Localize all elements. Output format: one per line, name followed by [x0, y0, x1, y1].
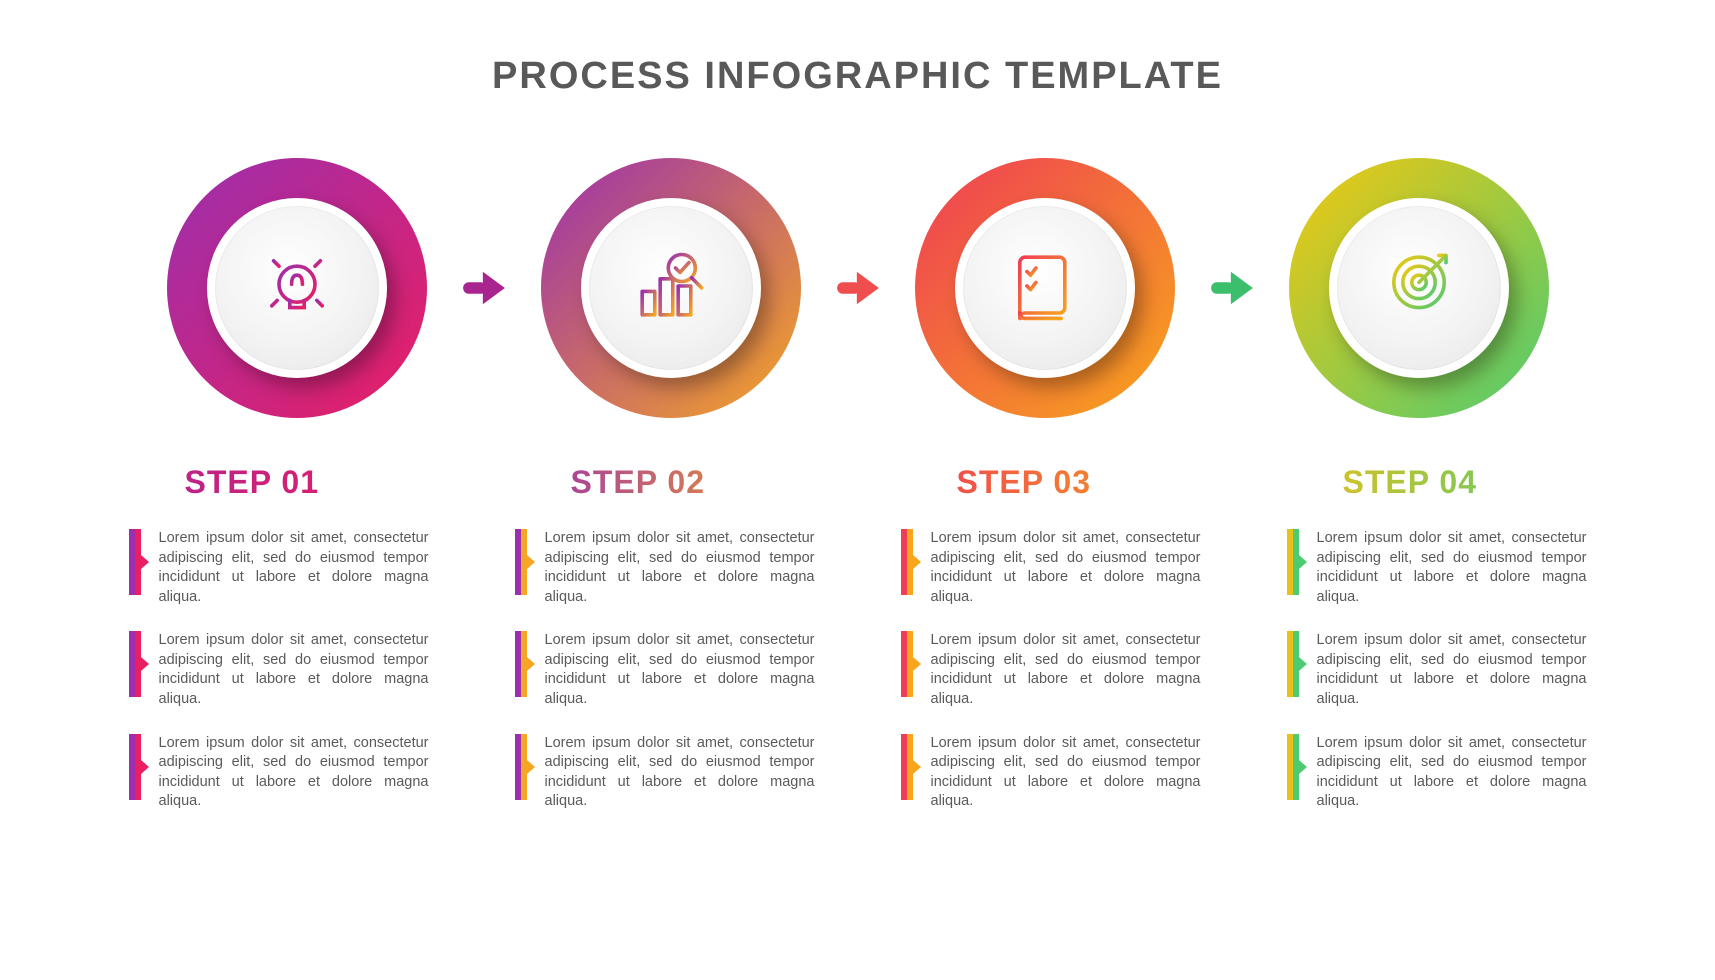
step-column: STEP 01 .bm0::after{border-left:8px soli…	[129, 464, 429, 836]
bullet-item: .bm0::after{border-left:8px solid #e91e6…	[129, 529, 429, 607]
bullet-item: .bm0::after{border-left:8px solid #e91e6…	[129, 734, 429, 812]
bullet-marker: .bm2::after{border-left:8px solid #f7a61…	[901, 734, 913, 800]
bullet-marker: .bm1::after{border-left:8px solid #f5a62…	[515, 734, 527, 800]
step-circle	[541, 158, 801, 418]
arrow-right-icon	[829, 259, 887, 317]
bullet-text: Lorem ipsum dolor sit amet, consectetur …	[1317, 631, 1587, 709]
step-column: STEP 04 .bm3::after{border-left:8px soli…	[1287, 464, 1587, 836]
step-column: STEP 02 .bm1::after{border-left:8px soli…	[515, 464, 815, 836]
bullet-item: .bm1::after{border-left:8px solid #f5a62…	[515, 734, 815, 812]
step-column: STEP 03 .bm2::after{border-left:8px soli…	[901, 464, 1201, 836]
bullet-item: .bm2::after{border-left:8px solid #f7a61…	[901, 529, 1201, 607]
step-label: STEP 04	[1287, 464, 1587, 501]
bullet-item: .bm0::after{border-left:8px solid #e91e6…	[129, 631, 429, 709]
analytics-icon	[626, 241, 716, 336]
arrow-right-icon	[455, 259, 513, 317]
bullet-marker: .bm2::after{border-left:8px solid #f7a61…	[901, 631, 913, 697]
bullet-marker: .bm1::after{border-left:8px solid #f5a62…	[515, 631, 527, 697]
bullet-marker: .bm2::after{border-left:8px solid #f7a61…	[901, 529, 913, 595]
step-inner-circle	[207, 198, 387, 378]
bullet-text: Lorem ipsum dolor sit amet, consectetur …	[159, 734, 429, 812]
bullet-text: Lorem ipsum dolor sit amet, consectetur …	[159, 529, 429, 607]
bullet-item: .bm3::after{border-left:8px solid #4ecb7…	[1287, 734, 1587, 812]
steps-row: STEP 01 .bm0::after{border-left:8px soli…	[0, 464, 1715, 836]
bullet-text: Lorem ipsum dolor sit amet, consectetur …	[545, 631, 815, 709]
bullet-marker: .bm3::after{border-left:8px solid #4ecb7…	[1287, 734, 1299, 800]
bullet-text: Lorem ipsum dolor sit amet, consectetur …	[545, 529, 815, 607]
step-label: STEP 01	[129, 464, 429, 501]
lightbulb-icon	[252, 241, 342, 336]
bullet-item: .bm1::after{border-left:8px solid #f5a62…	[515, 529, 815, 607]
bullet-text: Lorem ipsum dolor sit amet, consectetur …	[1317, 529, 1587, 607]
step-inner-circle	[581, 198, 761, 378]
bullet-text: Lorem ipsum dolor sit amet, consectetur …	[159, 631, 429, 709]
step-circle	[1289, 158, 1549, 418]
bullet-item: .bm2::after{border-left:8px solid #f7a61…	[901, 734, 1201, 812]
bullet-item: .bm3::after{border-left:8px solid #4ecb7…	[1287, 631, 1587, 709]
step-label: STEP 02	[515, 464, 815, 501]
step-inner-circle	[1329, 198, 1509, 378]
bullet-text: Lorem ipsum dolor sit amet, consectetur …	[931, 529, 1201, 607]
bullet-text: Lorem ipsum dolor sit amet, consectetur …	[931, 734, 1201, 812]
bullet-item: .bm3::after{border-left:8px solid #4ecb7…	[1287, 529, 1587, 607]
arrow-right-icon	[1203, 259, 1261, 317]
step-inner-circle	[955, 198, 1135, 378]
bullet-text: Lorem ipsum dolor sit amet, consectetur …	[931, 631, 1201, 709]
bullet-item: .bm1::after{border-left:8px solid #f5a62…	[515, 631, 815, 709]
step-circle	[167, 158, 427, 418]
bullet-text: Lorem ipsum dolor sit amet, consectetur …	[1317, 734, 1587, 812]
bullet-marker: .bm0::after{border-left:8px solid #e91e6…	[129, 529, 141, 595]
bullet-text: Lorem ipsum dolor sit amet, consectetur …	[545, 734, 815, 812]
bullet-marker: .bm3::after{border-left:8px solid #4ecb7…	[1287, 631, 1299, 697]
step-label: STEP 03	[901, 464, 1201, 501]
bullet-marker: .bm0::after{border-left:8px solid #e91e6…	[129, 631, 141, 697]
bullet-item: .bm2::after{border-left:8px solid #f7a61…	[901, 631, 1201, 709]
checklist-icon	[1000, 241, 1090, 336]
page-title: PROCESS INFOGRAPHIC TEMPLATE	[0, 0, 1715, 98]
bullet-marker: .bm0::after{border-left:8px solid #e91e6…	[129, 734, 141, 800]
bullet-marker: .bm3::after{border-left:8px solid #4ecb7…	[1287, 529, 1299, 595]
bullet-marker: .bm1::after{border-left:8px solid #f5a62…	[515, 529, 527, 595]
step-circle	[915, 158, 1175, 418]
circles-row	[0, 158, 1715, 418]
target-icon	[1374, 241, 1464, 336]
